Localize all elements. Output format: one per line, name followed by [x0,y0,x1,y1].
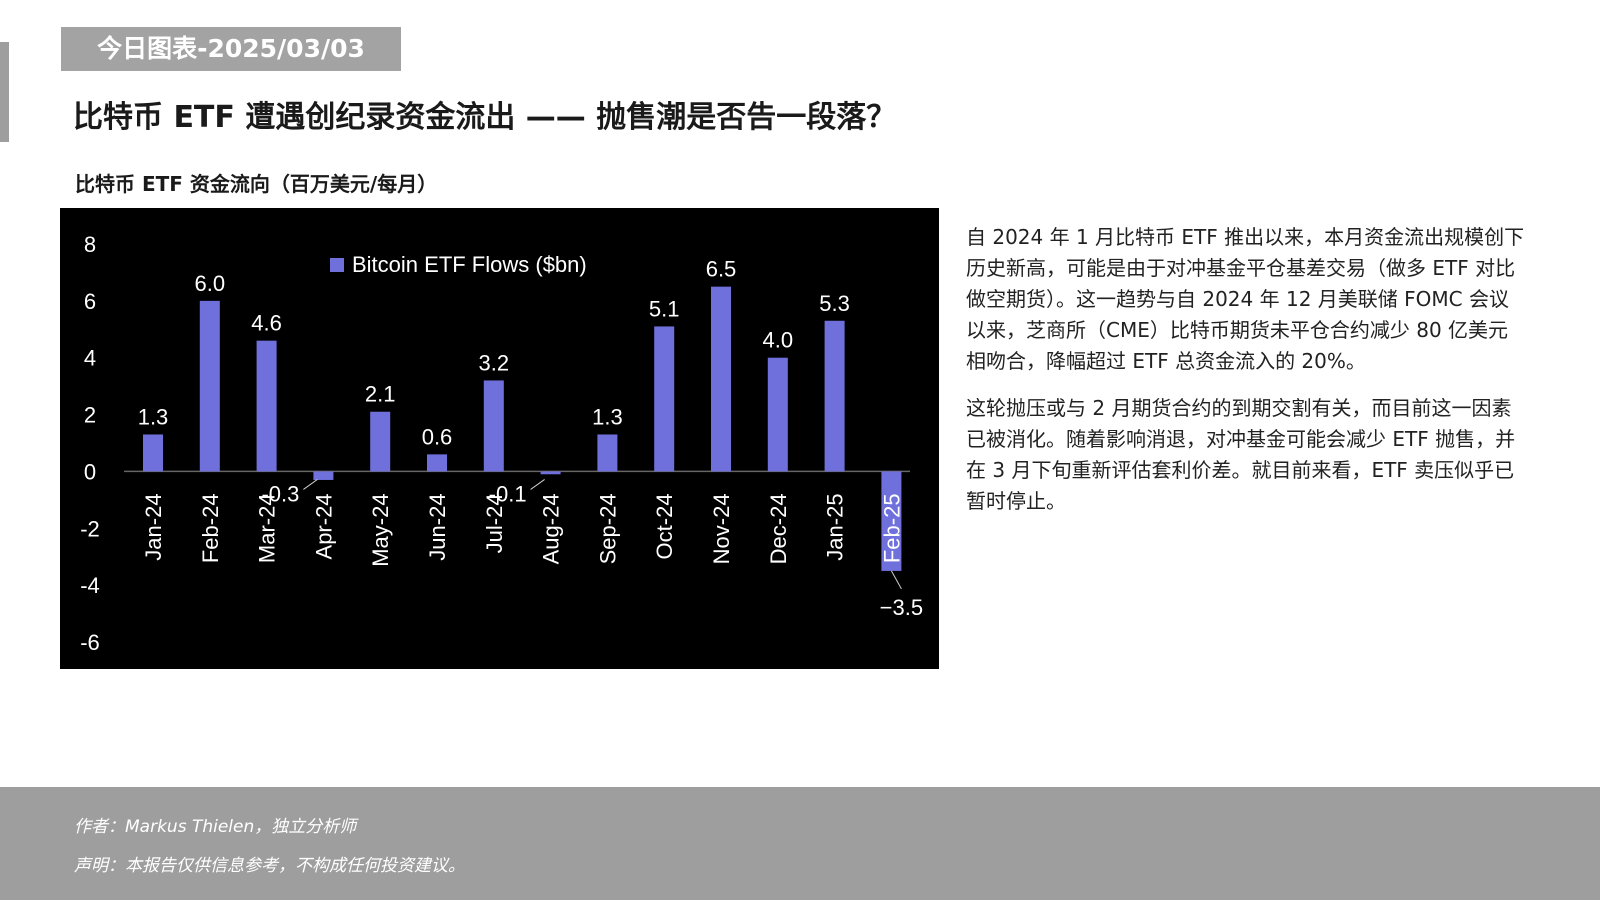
bar-Sep-24 [597,434,618,472]
data-label: 0.6 [422,424,453,449]
data-label: 3.2 [479,350,510,375]
data-label-leader [303,479,318,490]
x-tick-label: Nov-24 [709,493,734,564]
page-title: 比特币 ETF 遭遇创纪录资金流出 —— 抛售潮是否告一段落？ [73,100,897,135]
y-tick-label: 2 [84,403,96,428]
bar-Apr-24 [313,471,334,480]
bar-Oct-24 [654,326,675,472]
bar-Aug-24 [540,471,561,475]
bar-Feb-25 [881,471,902,571]
data-label: 5.1 [649,296,680,321]
x-tick-label: Jul-24 [482,493,507,553]
left-accent-bar [0,42,9,142]
data-label-leader [890,570,902,590]
date-tag: 今日图表-2025/03/03 [61,27,401,71]
footer-disclaimer: 声明：本报告仅供信息参考，不构成任何投资建议。 [74,856,465,876]
x-tick-label: Oct-24 [652,493,677,559]
bar-Jan-25 [824,320,845,472]
y-tick-label: -2 [80,516,100,541]
bar-May-24 [370,411,391,472]
x-tick-label: Mar-24 [255,493,280,563]
y-tick-label: 4 [84,346,96,371]
data-label-leader [530,479,545,490]
bar-Mar-24 [256,340,277,472]
x-tick-label: Feb-25 [879,493,904,563]
legend-swatch [330,258,344,272]
x-tick-label: Apr-24 [311,493,336,559]
body-text: 自 2024 年 1 月比特币 ETF 推出以来，本月资金流出规模创下历史新高，… [966,222,1526,533]
y-tick-label: 8 [84,232,96,257]
bar-Nov-24 [711,286,731,472]
data-label: −3.5 [880,595,923,620]
data-label: 4.6 [251,311,282,336]
data-label: -0.3 [261,481,299,506]
data-label: 6.5 [706,257,737,282]
bar-Feb-24 [199,300,220,472]
footer: 作者：Markus Thielen，独立分析师 声明：本报告仅供信息参考，不构成… [0,787,1600,900]
x-tick-label: Jan-24 [141,493,166,560]
y-tick-label: -6 [80,630,100,655]
data-label: 1.3 [592,404,623,429]
bar-Dec-24 [767,357,788,472]
body-paragraph-1: 自 2024 年 1 月比特币 ETF 推出以来，本月资金流出规模创下历史新高，… [966,225,1525,373]
chart-svg: 8 6 4 2 0 -2 -4 -6 Bitcoin ETF Flows ($bn) Jan-24… [80,232,923,655]
x-tick-label: Feb-24 [198,493,223,563]
bar-Jul-24 [483,380,504,472]
x-tick-label: Sep-24 [595,493,620,564]
data-label: 6.0 [195,271,226,296]
bar-Jun-24 [427,454,447,472]
x-tick-label: Dec-24 [766,493,791,564]
x-tick-label: Jan-25 [823,493,848,560]
data-label: -0.1 [489,481,527,506]
bar-Jan-24 [143,434,163,472]
legend-label: Bitcoin ETF Flows ($bn) [352,252,587,277]
y-tick-label: 6 [84,289,96,314]
data-label: 2.1 [365,382,396,407]
x-tick-label: Aug-24 [539,493,564,564]
x-tick-label: May-24 [368,493,393,566]
x-tick-label: Jun-24 [425,493,450,560]
data-label: 5.3 [819,291,850,316]
bar-chart: 8 6 4 2 0 -2 -4 -6 Bitcoin ETF Flows ($bn) Jan-24… [60,208,939,669]
data-label: 4.0 [763,328,794,353]
y-tick-label: -4 [80,573,100,598]
footer-author: 作者：Markus Thielen，独立分析师 [74,817,357,837]
y-tick-label: 0 [84,459,96,484]
data-label: 1.3 [138,404,169,429]
chart-subtitle: 比特币 ETF 资金流向（百万美元/每月） [75,172,438,196]
body-paragraph-2: 这轮抛压或与 2 月期货合约的到期交割有关，而目前这一因素已被消化。随着影响消退… [966,396,1516,513]
